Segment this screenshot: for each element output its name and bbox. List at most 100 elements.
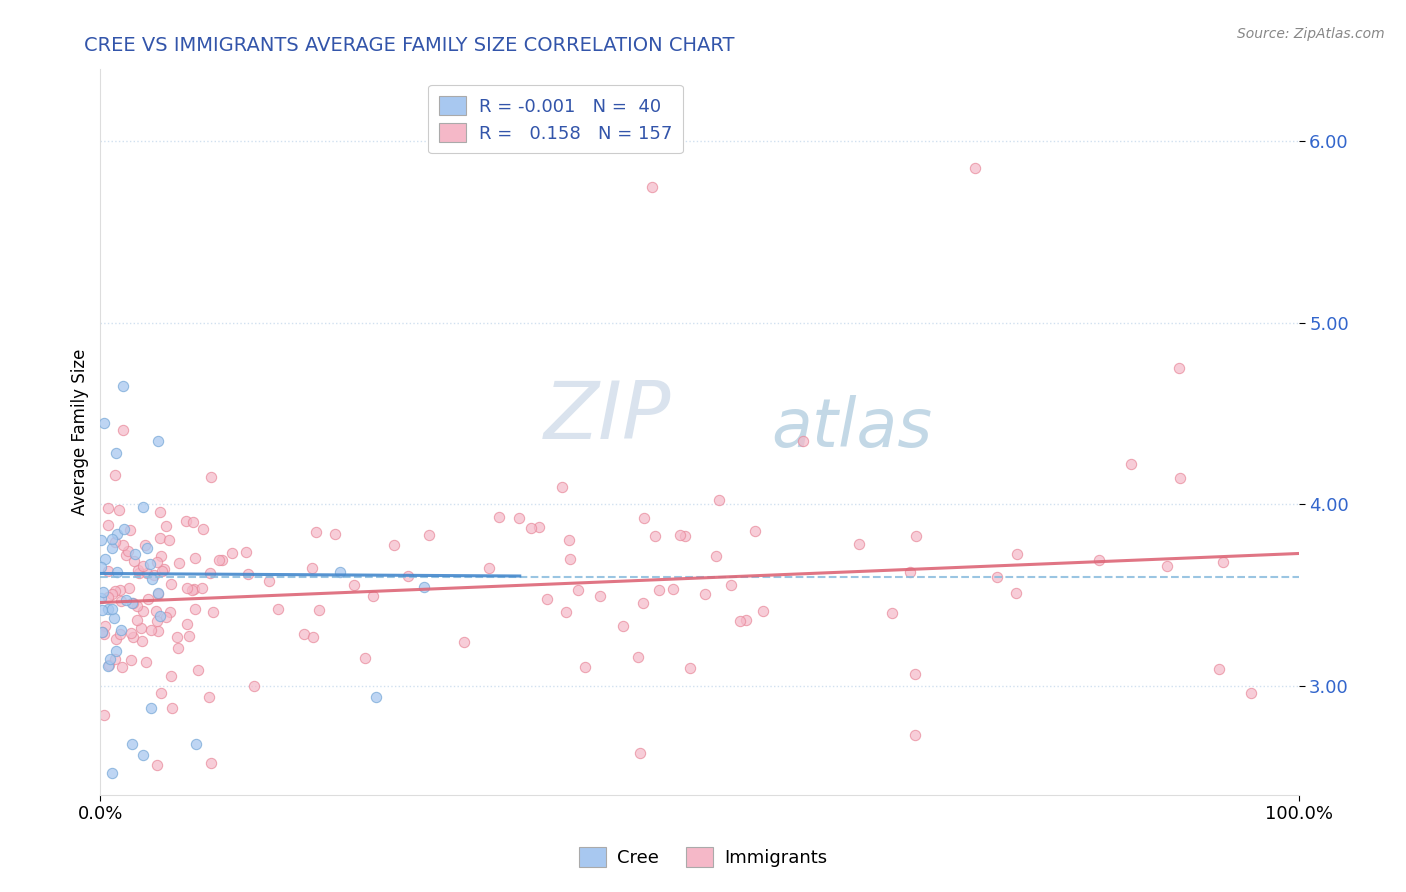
Point <box>221 545 243 559</box>
Point <box>131 604 153 618</box>
Point <box>662 582 685 597</box>
Point <box>558 533 581 547</box>
Point <box>129 621 152 635</box>
Point <box>160 669 183 683</box>
Point <box>101 602 124 616</box>
Point <box>292 627 315 641</box>
Point <box>679 661 702 675</box>
Point <box>628 746 651 760</box>
Point <box>101 533 124 547</box>
Point <box>567 583 589 598</box>
Point <box>1212 555 1234 569</box>
Point <box>149 685 172 699</box>
Point <box>150 549 173 563</box>
Point <box>176 616 198 631</box>
Point <box>112 523 135 537</box>
Point <box>167 557 190 571</box>
Point <box>124 547 146 561</box>
Point <box>108 503 131 517</box>
Point <box>198 566 221 580</box>
Point <box>159 605 181 619</box>
Point <box>146 555 169 569</box>
Point <box>488 510 510 524</box>
Point <box>132 500 155 514</box>
Point <box>142 568 165 582</box>
Text: CREE VS IMMIGRANTS AVERAGE FAMILY SIZE CORRELATION CHART: CREE VS IMMIGRANTS AVERAGE FAMILY SIZE C… <box>84 36 735 54</box>
Point <box>695 587 717 601</box>
Point <box>105 565 128 579</box>
Point <box>159 577 181 591</box>
Point <box>136 591 159 606</box>
Point <box>1088 553 1111 567</box>
Y-axis label: Average Family Size: Average Family Size <box>72 349 89 515</box>
Point <box>101 766 124 780</box>
Point <box>100 587 122 601</box>
Point <box>127 599 149 614</box>
Point <box>752 604 775 618</box>
Point <box>132 748 155 763</box>
Point <box>633 510 655 524</box>
Text: atlas: atlas <box>772 395 932 461</box>
Point <box>122 554 145 568</box>
Point <box>965 161 987 176</box>
Point <box>121 596 143 610</box>
Point <box>155 609 177 624</box>
Point <box>200 470 222 484</box>
Point <box>108 583 131 598</box>
Point <box>132 558 155 573</box>
Point <box>302 630 325 644</box>
Point <box>669 528 692 542</box>
Point <box>200 756 222 770</box>
Point <box>90 560 112 574</box>
Point <box>112 379 135 393</box>
Point <box>117 544 139 558</box>
Point <box>904 529 927 543</box>
Point <box>104 652 127 666</box>
Point <box>98 657 121 672</box>
Legend: R = -0.001   N =  40, R =   0.158   N = 157: R = -0.001 N = 40, R = 0.158 N = 157 <box>429 85 683 153</box>
Point <box>904 728 927 742</box>
Point <box>134 538 156 552</box>
Point <box>146 758 169 772</box>
Point <box>105 632 128 647</box>
Point <box>121 630 143 644</box>
Point <box>364 690 387 705</box>
Point <box>1208 662 1230 676</box>
Point <box>135 566 157 581</box>
Point <box>138 558 160 572</box>
Point <box>301 561 323 575</box>
Point <box>93 552 115 566</box>
Point <box>242 679 264 693</box>
Point <box>131 634 153 648</box>
Point <box>93 708 115 723</box>
Point <box>150 564 173 578</box>
Point <box>104 535 127 549</box>
Point <box>848 536 870 550</box>
Point <box>1119 458 1142 472</box>
Point <box>707 493 730 508</box>
Point <box>191 522 214 536</box>
Point <box>148 624 170 639</box>
Point <box>574 660 596 674</box>
Point <box>354 651 377 665</box>
Point <box>536 592 558 607</box>
Point <box>554 605 576 619</box>
Point <box>103 611 125 625</box>
Point <box>627 649 650 664</box>
Point <box>644 529 666 543</box>
Point <box>558 551 581 566</box>
Point <box>98 652 121 666</box>
Point <box>90 591 112 606</box>
Point <box>187 663 209 677</box>
Point <box>201 605 224 619</box>
Point <box>191 581 214 595</box>
Point <box>118 582 141 596</box>
Point <box>115 548 138 562</box>
Point <box>121 737 143 751</box>
Point <box>361 589 384 603</box>
Point <box>160 701 183 715</box>
Point <box>728 615 751 629</box>
Point <box>184 551 207 566</box>
Text: Source: ZipAtlas.com: Source: ZipAtlas.com <box>1237 27 1385 41</box>
Point <box>149 505 172 519</box>
